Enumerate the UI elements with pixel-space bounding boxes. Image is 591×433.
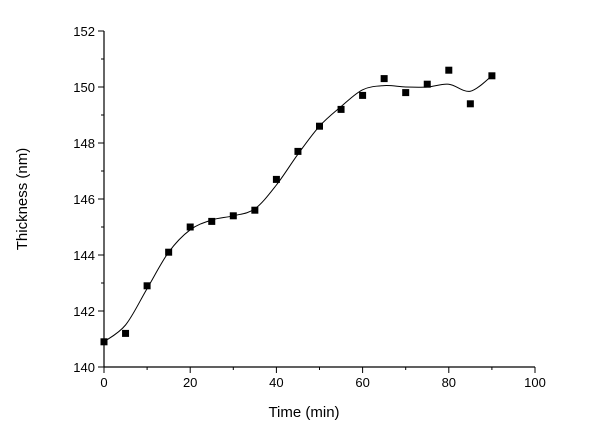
data-point: [380, 75, 388, 83]
data-point: [272, 175, 280, 183]
fit-curve: [103, 75, 493, 343]
x-tick-label: 100: [524, 375, 546, 390]
data-point: [423, 80, 431, 88]
y-tick-label: 142: [73, 304, 95, 319]
x-tick-label: 80: [442, 375, 456, 390]
x-tick-label: 40: [269, 375, 283, 390]
ticks-layer: 0 20 40 60 80 100 140 142 144 146 148 150 152: [73, 24, 546, 390]
data-point: [294, 147, 302, 155]
fit-curve-layer: [103, 75, 493, 343]
data-point: [208, 217, 216, 225]
data-points-layer: [100, 66, 496, 346]
x-tick-label: 60: [355, 375, 369, 390]
data-point: [143, 282, 151, 290]
y-tick-label: 146: [73, 192, 95, 207]
y-axis-title: Thickness (nm): [14, 148, 31, 251]
data-point: [466, 100, 474, 108]
y-tick-label: 152: [73, 24, 95, 39]
x-axis-title: Time (min): [268, 404, 339, 421]
data-point: [316, 122, 323, 130]
y-tick-label: 150: [73, 80, 95, 95]
data-point: [165, 248, 173, 256]
x-tick-label: 20: [183, 375, 197, 390]
data-point: [488, 72, 496, 80]
y-tick-label: 148: [73, 136, 95, 151]
y-tick-label: 140: [73, 360, 95, 375]
data-point: [122, 329, 130, 337]
data-point: [337, 105, 345, 113]
data-point: [186, 223, 194, 231]
data-point: [229, 212, 237, 220]
data-point: [402, 89, 410, 97]
x-tick-label: 0: [100, 375, 107, 390]
y-tick-label: 144: [73, 248, 95, 263]
data-point: [251, 206, 259, 214]
data-point: [359, 91, 367, 99]
data-point: [100, 338, 108, 346]
plot-area: [103, 31, 535, 368]
data-point: [445, 66, 453, 74]
